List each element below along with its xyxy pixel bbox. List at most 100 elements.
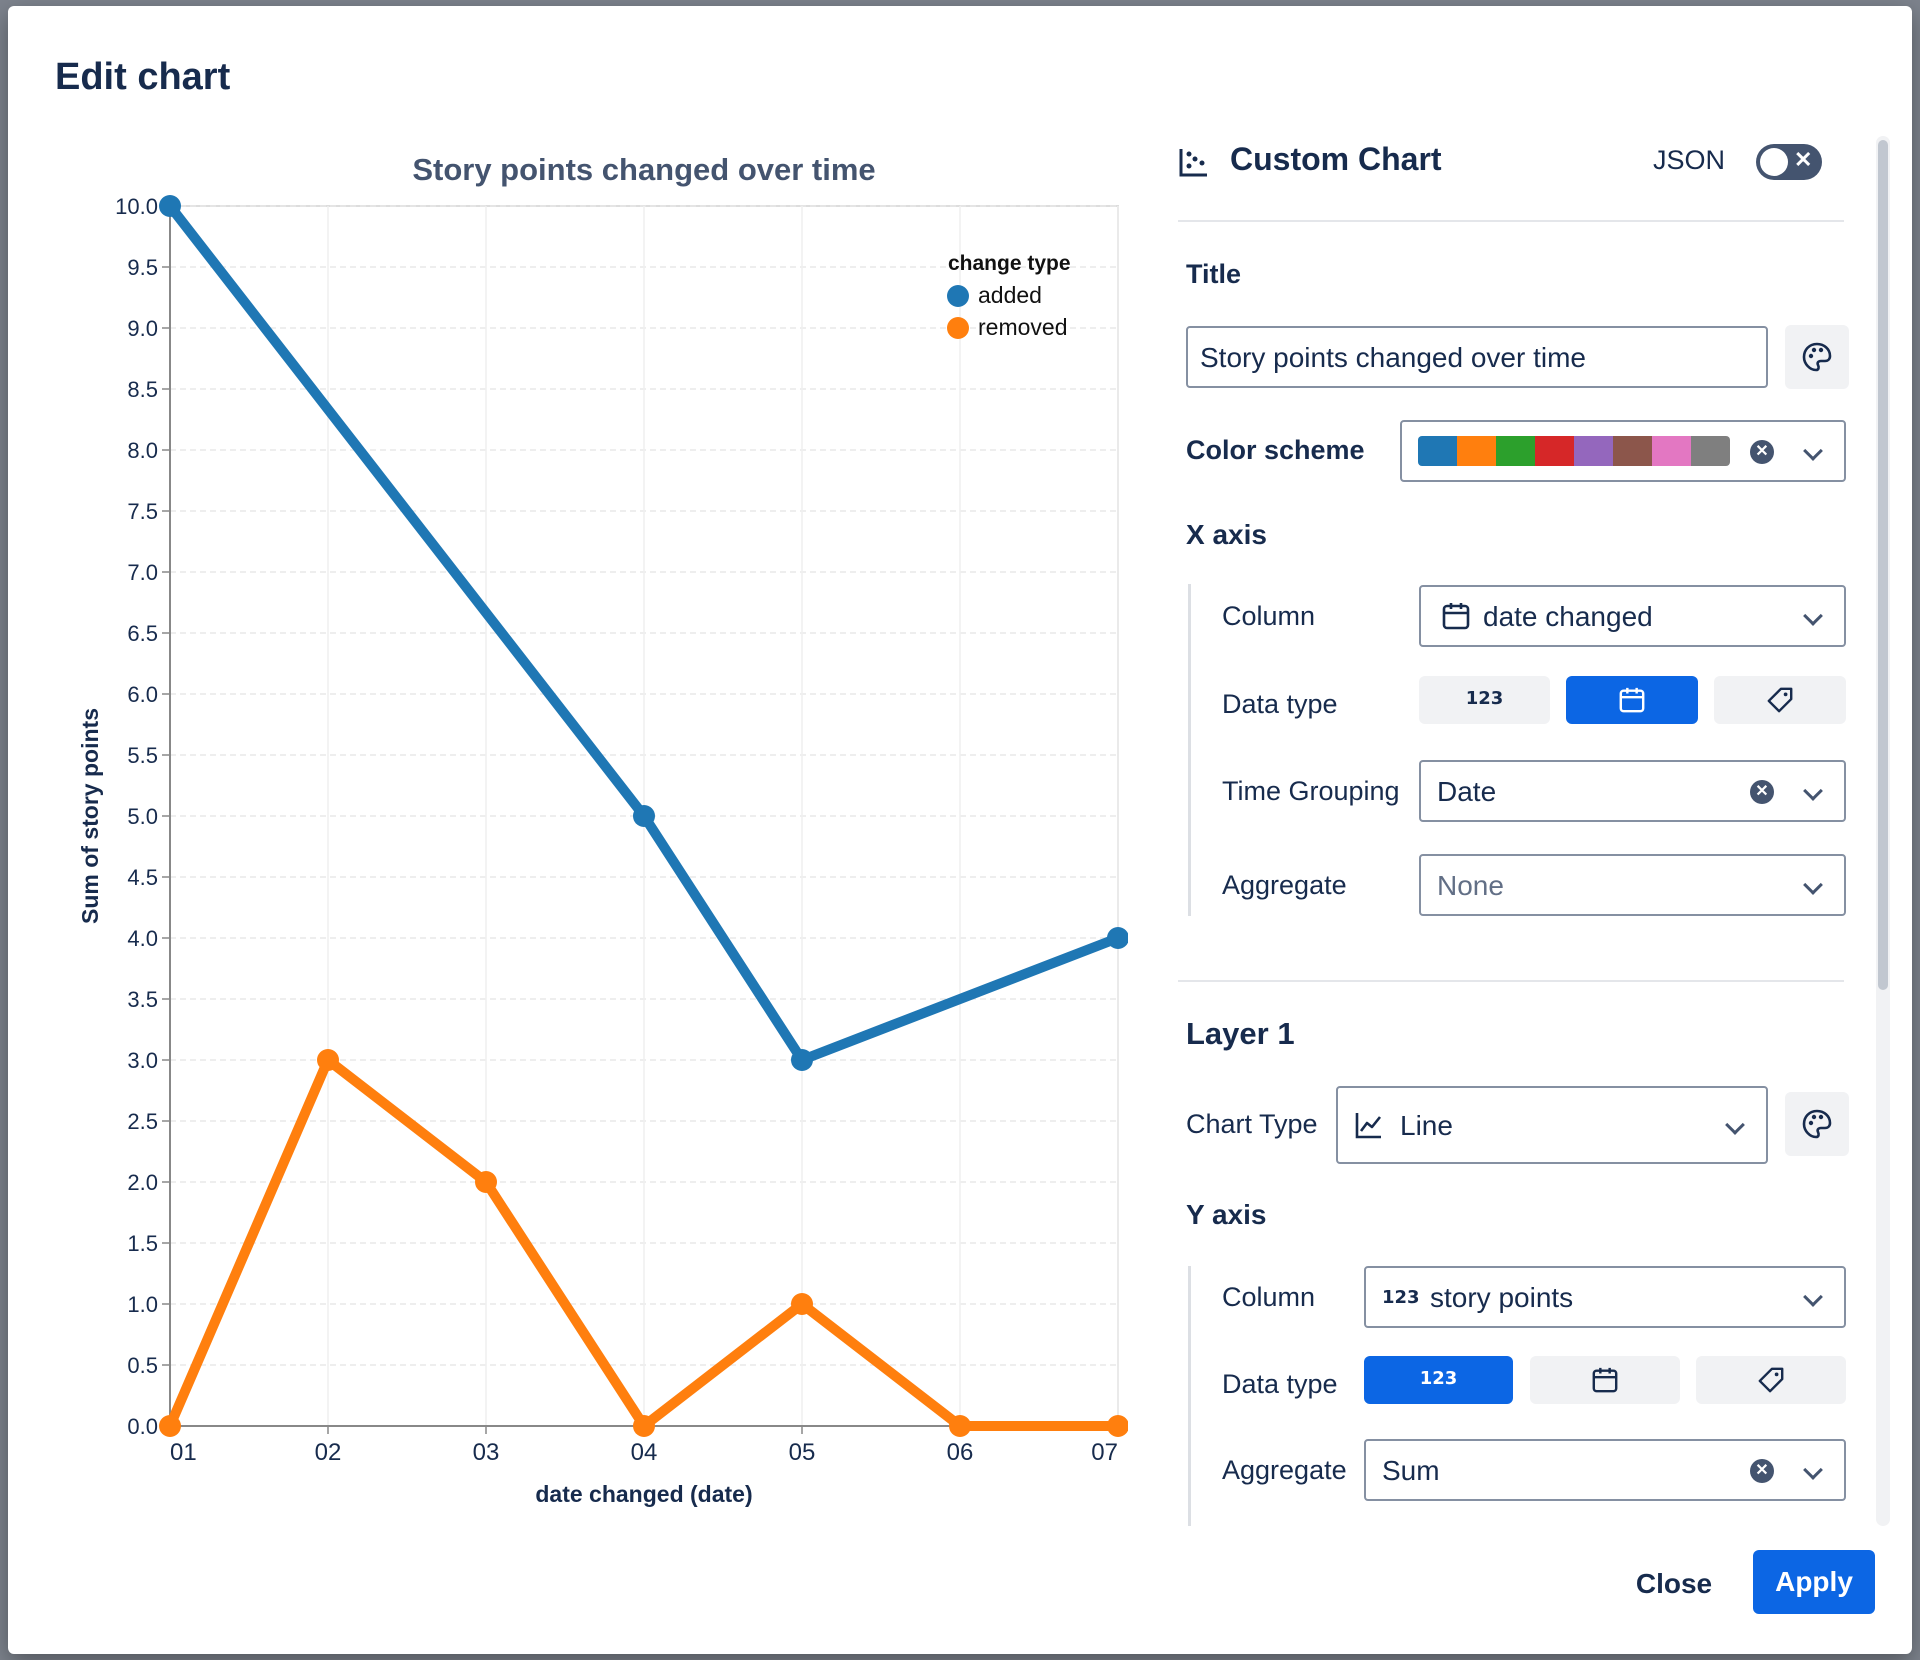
x-axis-heading: X axis bbox=[1186, 519, 1267, 550]
data-point-removed bbox=[949, 1415, 971, 1437]
y-tick-label: 1.5 bbox=[127, 1231, 158, 1256]
color-swatch bbox=[1535, 436, 1574, 466]
data-point-removed bbox=[475, 1171, 497, 1193]
chart-preview: 0.0 0.5 1.0 1.5 2.0 2.5 3.0 3.5 4.0 4.5 5.0 5.5 6.0 6… bbox=[77, 152, 1128, 1507]
scrollbar-thumb[interactable] bbox=[1878, 140, 1888, 990]
x-axis-title: date changed (date) bbox=[535, 1481, 752, 1507]
y-tick-label: 3.5 bbox=[127, 987, 158, 1012]
color-swatch bbox=[1652, 436, 1691, 466]
data-point-added bbox=[1107, 927, 1128, 949]
y-tick-label: 9.0 bbox=[127, 316, 158, 341]
x-data-type-category[interactable] bbox=[1714, 676, 1846, 724]
color-scheme-select[interactable]: ✕ bbox=[1400, 420, 1846, 482]
x-column-select[interactable]: date changed bbox=[1419, 585, 1846, 647]
layer-heading: Layer 1 bbox=[1186, 1016, 1295, 1051]
chart-type-select[interactable]: Line bbox=[1336, 1086, 1768, 1164]
time-grouping-value: Date bbox=[1437, 776, 1497, 807]
legend-label: added bbox=[978, 282, 1042, 308]
json-toggle[interactable]: ✕ bbox=[1756, 144, 1822, 180]
y-axis-indent bbox=[1188, 1266, 1191, 1526]
y-tick-label: 2.5 bbox=[127, 1109, 158, 1134]
layer-style-button[interactable] bbox=[1785, 1092, 1849, 1156]
x-tick-label: 07 bbox=[1091, 1439, 1118, 1466]
chevron-down-icon bbox=[1803, 441, 1823, 461]
data-point-added bbox=[633, 805, 655, 827]
title-style-button[interactable] bbox=[1785, 325, 1849, 389]
section-divider bbox=[1178, 980, 1844, 982]
data-point-removed bbox=[317, 1049, 339, 1071]
x-tick-label: 01 bbox=[170, 1439, 197, 1466]
y-aggregate-value: Sum bbox=[1382, 1455, 1440, 1486]
y-tick-label: 5.0 bbox=[127, 804, 158, 829]
y-tick-label: 7.0 bbox=[127, 560, 158, 585]
y-tick-label: 8.5 bbox=[127, 377, 158, 402]
x-aggregate-value: None bbox=[1437, 870, 1504, 901]
y-column-value: story points bbox=[1430, 1282, 1574, 1313]
clear-icon[interactable]: ✕ bbox=[1750, 780, 1774, 804]
y-aggregate-select[interactable]: Sum ✕ bbox=[1364, 1439, 1846, 1501]
chevron-down-icon bbox=[1803, 875, 1823, 895]
y-tick-label: 0.0 bbox=[127, 1414, 158, 1439]
x-column-label: Column bbox=[1222, 601, 1316, 631]
y-data-type-date[interactable] bbox=[1530, 1356, 1680, 1404]
y-tick-label: 7.5 bbox=[127, 499, 158, 524]
y-tick-label: 1.0 bbox=[127, 1292, 158, 1317]
x-tick-label: 06 bbox=[947, 1439, 974, 1466]
color-swatch bbox=[1457, 436, 1496, 466]
y-tick-label: 4.0 bbox=[127, 926, 158, 951]
y-tick-label: 9.5 bbox=[127, 255, 158, 280]
data-point-removed bbox=[791, 1293, 813, 1315]
calendar-icon bbox=[1442, 603, 1470, 630]
clear-icon[interactable]: ✕ bbox=[1750, 1459, 1774, 1483]
json-label: JSON bbox=[1653, 145, 1726, 175]
clear-icon[interactable]: ✕ bbox=[1750, 440, 1774, 464]
title-input[interactable]: Story points changed over time bbox=[1186, 326, 1768, 388]
title-label: Title bbox=[1186, 259, 1242, 289]
y-column-label: Column bbox=[1222, 1282, 1316, 1312]
tag-icon bbox=[1767, 687, 1793, 713]
apply-button[interactable]: Apply bbox=[1753, 1550, 1875, 1614]
palette-icon bbox=[1802, 342, 1832, 372]
x-column-value: date changed bbox=[1483, 601, 1653, 632]
chevron-down-icon bbox=[1803, 606, 1823, 626]
close-button[interactable]: Close bbox=[1635, 1568, 1713, 1599]
time-grouping-select[interactable]: Date ✕ bbox=[1419, 760, 1846, 822]
y-tick-label: 4.5 bbox=[127, 865, 158, 890]
y-tick-label: 8.0 bbox=[127, 438, 158, 463]
number-type-label: 123 bbox=[1465, 688, 1504, 709]
color-swatch bbox=[1496, 436, 1535, 466]
panel-scrollbar[interactable] bbox=[1876, 136, 1890, 1526]
line-chart-icon bbox=[1355, 1113, 1382, 1139]
y-tick-label: 5.5 bbox=[127, 743, 158, 768]
chart-type-value: Line bbox=[1400, 1110, 1453, 1141]
number-type-badge: 123 bbox=[1382, 1287, 1420, 1308]
color-swatch bbox=[1613, 436, 1652, 466]
data-point-removed bbox=[633, 1415, 655, 1437]
x-aggregate-select[interactable]: None bbox=[1419, 854, 1846, 916]
color-scheme-label: Color scheme bbox=[1186, 435, 1365, 465]
time-grouping-label: Time Grouping bbox=[1222, 776, 1400, 806]
y-tick-label: 0.5 bbox=[127, 1353, 158, 1378]
y-column-select[interactable]: 123 story points bbox=[1364, 1266, 1846, 1328]
x-data-type-date[interactable] bbox=[1566, 676, 1698, 724]
calendar-icon bbox=[1592, 1367, 1618, 1393]
legend-marker bbox=[947, 285, 969, 307]
legend-marker bbox=[947, 317, 969, 339]
panel-header: Custom Chart JSON ✕ bbox=[1178, 126, 1844, 222]
legend-label: removed bbox=[978, 314, 1067, 340]
color-scheme-swatches bbox=[1418, 436, 1730, 466]
y-data-type-number[interactable]: 123 bbox=[1364, 1356, 1513, 1404]
series-line-added bbox=[165, 201, 1123, 1065]
data-point-removed bbox=[1107, 1415, 1128, 1437]
y-axis-heading: Y axis bbox=[1186, 1199, 1267, 1230]
x-data-type-number[interactable]: 123 bbox=[1419, 676, 1550, 724]
chart-config-panel: Custom Chart JSON ✕ Title Story points c… bbox=[1178, 126, 1858, 1526]
y-axis-title: Sum of story points bbox=[77, 708, 103, 924]
calendar-icon bbox=[1619, 687, 1645, 713]
y-tick-label: 6.0 bbox=[127, 682, 158, 707]
y-data-type-category[interactable] bbox=[1696, 1356, 1846, 1404]
palette-icon bbox=[1802, 1109, 1832, 1139]
scatter-chart-icon bbox=[1179, 149, 1207, 177]
title-input-value: Story points changed over time bbox=[1200, 342, 1586, 373]
color-swatch bbox=[1418, 436, 1457, 466]
